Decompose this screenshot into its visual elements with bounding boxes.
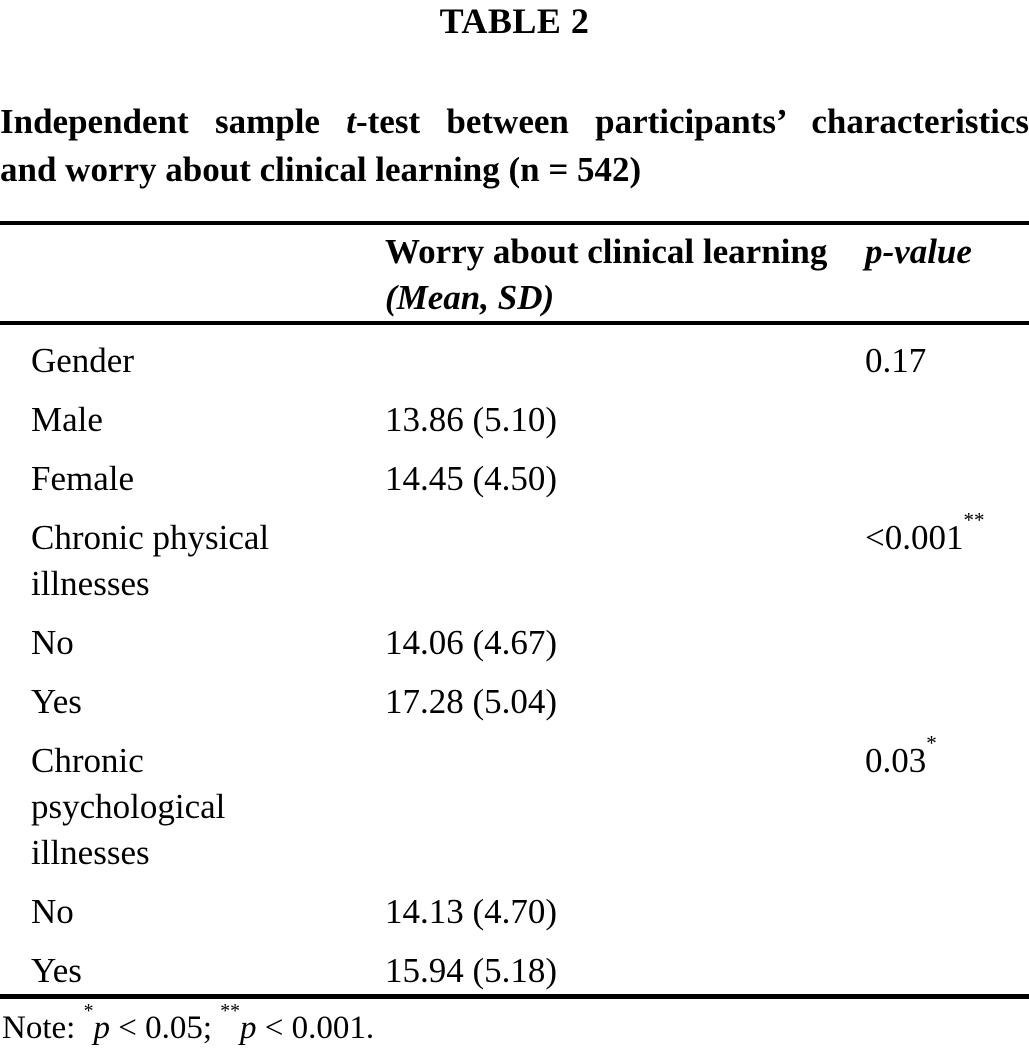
table-row-chronic-psychological: Chronic psychological illnesses 0.03*: [0, 725, 1029, 876]
note-star-single: *: [83, 1000, 94, 1023]
col-header-mean-sd: (Mean, SD): [385, 278, 555, 317]
table-note: Note: *p < 0.05; **p < 0.001.: [0, 999, 1029, 1048]
pvalue-text: 0.17: [865, 341, 927, 380]
caption-text: -test between participants’ characterist…: [355, 102, 1029, 141]
note-threshold-1: < 0.05;: [109, 1010, 221, 1046]
table-row-physical-yes: Yes 17.28 (5.04): [0, 666, 1029, 725]
pvalue-text: 0.03: [865, 741, 927, 780]
table-row-female: Female 14.45 (4.50): [0, 443, 1029, 502]
table-row-physical-no: No 14.06 (4.67): [0, 607, 1029, 666]
row-label: No: [31, 892, 74, 931]
col-header-worry-line1: Worry about clinical learning: [385, 232, 828, 271]
row-mean-sd: 14.13 (4.70): [385, 892, 558, 931]
table-row-male: Male 13.86 (5.10): [0, 384, 1029, 443]
table-top-rule: [0, 221, 1029, 225]
row-pvalue: [865, 456, 1029, 502]
row-pvalue: [865, 679, 1029, 725]
table-row-chronic-physical: Chronic physical illnesses <0.001**: [0, 502, 1029, 607]
table-bottom-rule: [0, 994, 1029, 999]
row-mean-sd: [385, 515, 865, 607]
row-pvalue: <0.001**: [865, 509, 1029, 607]
table-row-psychological-no: No 14.13 (4.70): [0, 876, 1029, 935]
pvalue-significance-stars: **: [963, 507, 985, 532]
row-mean-sd: 14.45 (4.50): [385, 459, 558, 498]
row-label: Gender: [31, 341, 135, 380]
note-prefix: Note:: [2, 1010, 84, 1046]
caption-text: Independent sample: [0, 102, 347, 141]
col-header-pvalue: p-value: [865, 232, 972, 271]
row-label: Male: [31, 400, 103, 439]
table-number-heading: TABLE 2: [439, 1, 590, 41]
row-mean-sd: 17.28 (5.04): [385, 682, 558, 721]
row-label: Chronic psychological illnesses: [31, 741, 226, 872]
row-pvalue: [865, 397, 1029, 443]
table-body: Gender 0.17 Male 13.86 (5.10) Female 14.…: [0, 325, 1029, 994]
row-pvalue: 0.03*: [865, 732, 1029, 876]
col-header-worry: Worry about clinical learning (Mean, SD): [385, 229, 865, 321]
row-pvalue: [865, 620, 1029, 666]
row-mean-sd: [385, 338, 865, 384]
table-caption: Independent sample t-test between partic…: [0, 98, 1029, 194]
caption-line-1: Independent sample t-test between partic…: [0, 98, 1029, 146]
note-star-double: **: [220, 1000, 241, 1023]
row-mean-sd: [385, 738, 865, 876]
row-mean-sd: 14.06 (4.67): [385, 623, 558, 662]
row-label: No: [31, 623, 74, 662]
caption-line-2: and worry about clinical learning (n = 5…: [0, 150, 642, 189]
row-pvalue: 0.17: [865, 338, 1029, 384]
row-label: Female: [31, 459, 135, 498]
header-empty-cell: [0, 229, 385, 321]
pvalue-text: <0.001: [865, 518, 964, 557]
row-mean-sd: 15.94 (5.18): [385, 951, 558, 990]
table-header-rule: [0, 321, 1029, 325]
table-row-psychological-yes: Yes 15.94 (5.18): [0, 935, 1029, 994]
row-label: Yes: [31, 682, 82, 721]
table-row-gender: Gender 0.17: [0, 325, 1029, 384]
row-pvalue: [865, 948, 1029, 994]
pvalue-significance-stars: *: [926, 730, 937, 755]
row-pvalue: [865, 889, 1029, 935]
note-threshold-2: < 0.001.: [256, 1010, 375, 1046]
row-mean-sd: 13.86 (5.10): [385, 400, 558, 439]
note-p-italic: p: [240, 1010, 257, 1046]
row-label: Yes: [31, 951, 82, 990]
table-header-row: Worry about clinical learning (Mean, SD) …: [0, 225, 1029, 321]
row-label: Chronic physical illnesses: [31, 518, 270, 603]
note-p-italic: p: [93, 1010, 110, 1046]
caption-italic-t: t: [346, 102, 356, 141]
